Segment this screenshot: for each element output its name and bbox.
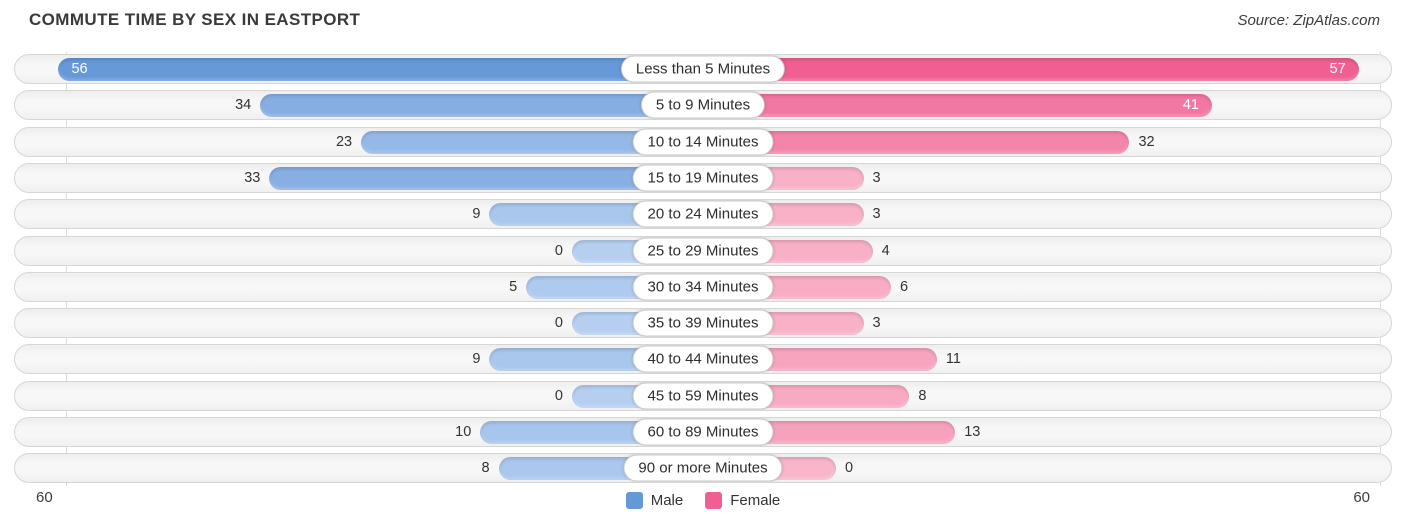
legend: Male Female xyxy=(0,487,1406,513)
category-label: 35 to 39 Minutes xyxy=(632,309,774,337)
female-value: 11 xyxy=(945,351,961,368)
category-label: 20 to 24 Minutes xyxy=(632,200,774,228)
legend-male-label: Male xyxy=(650,491,684,509)
female-value: 13 xyxy=(964,424,981,440)
male-value: 34 xyxy=(235,97,252,114)
commute-row: 0 8 45 to 59 Minutes xyxy=(14,380,1392,411)
male-value: 8 xyxy=(481,460,490,477)
chart-footer: 60 60 Male Female xyxy=(0,487,1406,513)
row-track: 5 6 30 to 34 Minutes xyxy=(14,271,1392,302)
row-track: 33 3 15 to 19 Minutes xyxy=(14,162,1392,193)
row-track: 56 57 Less than 5 Minutes xyxy=(14,54,1392,84)
female-value: 8 xyxy=(918,387,927,404)
category-label: 40 to 44 Minutes xyxy=(632,345,774,373)
female-value: 3 xyxy=(872,169,881,186)
female-swatch-icon xyxy=(705,491,723,509)
female-value: 3 xyxy=(872,206,881,223)
legend-item-female: Female xyxy=(705,491,781,509)
commute-row: 0 4 25 to 29 Minutes xyxy=(14,235,1392,266)
legend-item-male: Male xyxy=(625,491,684,509)
category-label: 10 to 14 Minutes xyxy=(632,128,774,156)
commute-row: 9 11 40 to 44 Minutes xyxy=(14,344,1392,375)
female-value: 6 xyxy=(900,278,909,295)
row-track: 9 11 40 to 44 Minutes xyxy=(14,344,1392,375)
male-bar xyxy=(361,130,716,154)
female-bar xyxy=(692,130,1130,154)
male-value: 23 xyxy=(335,133,353,150)
category-label: 15 to 19 Minutes xyxy=(632,164,774,192)
female-value: 0 xyxy=(845,460,854,477)
row-track: 0 8 45 to 59 Minutes xyxy=(14,380,1392,411)
male-value: 33 xyxy=(244,169,261,186)
chart-title: COMMUTE TIME BY SEX IN EASTPORT xyxy=(29,10,361,29)
commute-row: 9 3 20 to 24 Minutes xyxy=(14,199,1392,230)
male-value: 9 xyxy=(472,206,481,223)
right-axis-gridline xyxy=(1380,52,1381,486)
male-value: 10 xyxy=(455,424,472,440)
row-track: 23 32 10 to 14 Minutes xyxy=(14,126,1392,157)
left-axis-max-label: 60 xyxy=(36,489,53,506)
male-value: 5 xyxy=(509,278,518,295)
commute-row: 34 41 5 to 9 Minutes xyxy=(14,90,1392,121)
commute-row: 56 57 Less than 5 Minutes xyxy=(14,54,1392,84)
male-value: 0 xyxy=(554,315,563,332)
left-axis-gridline xyxy=(66,52,67,486)
female-bar xyxy=(692,94,1212,118)
category-label: 90 or more Minutes xyxy=(623,454,783,482)
female-value: 3 xyxy=(872,315,881,332)
male-bar xyxy=(58,58,716,81)
commute-row: 23 32 10 to 14 Minutes xyxy=(14,126,1392,157)
commute-row: 0 3 35 to 39 Minutes xyxy=(14,308,1392,339)
category-label: Less than 5 Minutes xyxy=(620,55,786,83)
row-track: 0 3 35 to 39 Minutes xyxy=(14,308,1392,339)
category-label: 30 to 34 Minutes xyxy=(632,273,774,301)
row-track: 0 4 25 to 29 Minutes xyxy=(14,235,1392,266)
commute-row: 10 13 60 to 89 Minutes xyxy=(14,417,1392,447)
right-axis-max-label: 60 xyxy=(1353,489,1370,506)
male-value: 56 xyxy=(71,61,88,77)
row-track: 34 41 5 to 9 Minutes xyxy=(14,90,1392,121)
female-value: 57 xyxy=(1329,61,1346,77)
commute-row: 5 6 30 to 34 Minutes xyxy=(14,271,1392,302)
category-label: 60 to 89 Minutes xyxy=(632,418,774,446)
male-value: 0 xyxy=(554,387,563,404)
female-value: 4 xyxy=(881,242,890,259)
male-bar xyxy=(260,94,716,118)
commute-row: 8 0 90 or more Minutes xyxy=(14,453,1392,484)
row-track: 9 3 20 to 24 Minutes xyxy=(14,199,1392,230)
category-label: 5 to 9 Minutes xyxy=(640,91,766,119)
male-value: 0 xyxy=(554,242,563,259)
source-attribution: Source: ZipAtlas.com xyxy=(1237,12,1380,29)
female-bar xyxy=(692,58,1359,81)
commute-row: 33 3 15 to 19 Minutes xyxy=(14,162,1392,193)
category-label: 25 to 29 Minutes xyxy=(632,237,774,264)
male-bar xyxy=(269,166,716,190)
male-swatch-icon xyxy=(625,491,643,509)
female-value: 32 xyxy=(1138,133,1155,150)
female-value: 41 xyxy=(1182,97,1199,114)
male-value: 9 xyxy=(472,351,481,368)
row-track: 8 0 90 or more Minutes xyxy=(14,453,1392,484)
legend-female-label: Female xyxy=(730,491,781,509)
row-track: 10 13 60 to 89 Minutes xyxy=(14,417,1392,447)
category-label: 45 to 59 Minutes xyxy=(632,382,774,410)
